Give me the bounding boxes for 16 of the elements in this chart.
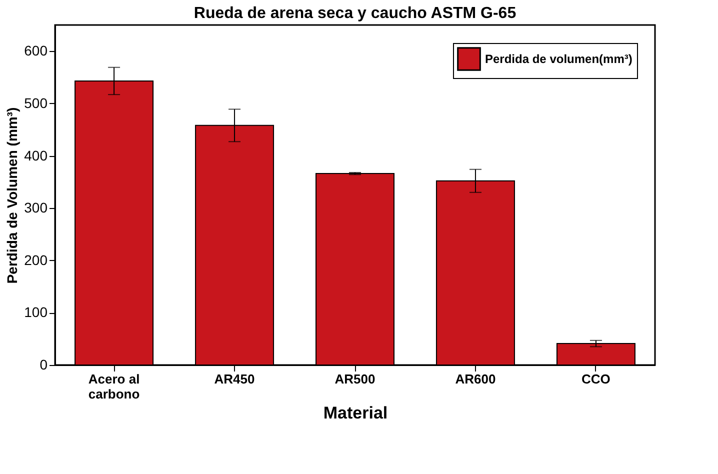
- y-tick-label: 400: [24, 147, 48, 164]
- x-axis-title: Material: [323, 404, 388, 422]
- legend-label: Perdida de volumen(mm³): [485, 52, 632, 66]
- y-axis-title: Perdida de Volumen (mm³): [4, 107, 20, 284]
- y-tick-label: 100: [24, 304, 48, 320]
- x-tick-label: Acero al carbono: [88, 372, 140, 402]
- x-tick-label: AR450: [214, 372, 255, 386]
- x-tick-label: CCO: [582, 372, 610, 386]
- x-tick-label: AR500: [334, 372, 376, 386]
- y-tick-label: 500: [24, 94, 48, 111]
- chart-title: Rueda de arena seca y caucho ASTM G-65: [194, 5, 516, 22]
- y-tick-label: 0: [40, 356, 48, 372]
- y-tick-label: 300: [24, 200, 48, 216]
- x-tick-label: AR600: [455, 372, 496, 386]
- y-tick-label: 600: [24, 42, 48, 59]
- y-tick-label: 200: [24, 252, 48, 268]
